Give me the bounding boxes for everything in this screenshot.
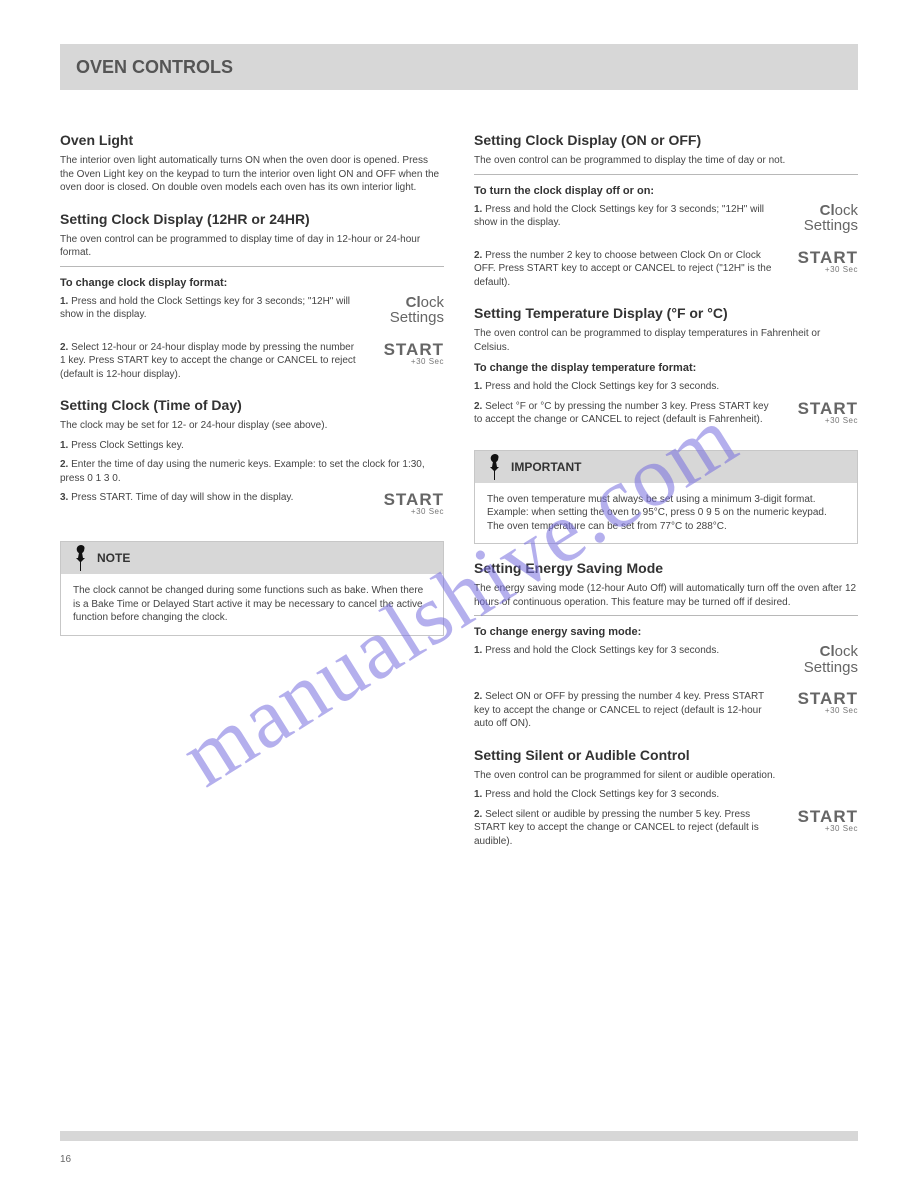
plus30-label: +30 Sec bbox=[798, 707, 858, 715]
page-number: 16 bbox=[60, 1154, 71, 1165]
heading-clock-display-12-24: Setting Clock Display (12HR or 24HR) bbox=[60, 211, 444, 227]
para: The oven control can be programmed to di… bbox=[60, 233, 444, 260]
clock-settings-label: ClockSettings bbox=[804, 644, 858, 676]
start-label: START bbox=[798, 249, 858, 266]
plus30-label: +30 Sec bbox=[798, 266, 858, 274]
subheading: To change energy saving mode: bbox=[474, 626, 858, 638]
subheading: To change clock display format: bbox=[60, 277, 444, 289]
note-body: The oven temperature must always be set … bbox=[475, 483, 857, 544]
heading-oven-light: Oven Light bbox=[60, 132, 444, 148]
start-label: START bbox=[384, 341, 444, 358]
step: 1. Press and hold the Clock Settings key… bbox=[474, 380, 858, 394]
clock-settings-label: ClockSettings bbox=[390, 295, 444, 327]
page: OVEN CONTROLS Oven Light The interior ov… bbox=[60, 44, 858, 854]
plus30-label: +30 Sec bbox=[384, 358, 444, 366]
step-3: START +30 Sec 3. Press START. Time of da… bbox=[60, 491, 444, 531]
plus30-label: +30 Sec bbox=[798, 417, 858, 425]
step-1: ClockSettings 1. Press and hold the Cloc… bbox=[60, 295, 444, 335]
para: The energy saving mode (12-hour Auto Off… bbox=[474, 582, 858, 609]
heading-clock-on-off: Setting Clock Display (ON or OFF) bbox=[474, 132, 858, 148]
start-label: START bbox=[798, 690, 858, 707]
divider bbox=[474, 615, 858, 616]
step: START +30 Sec 2. Press the number 2 key … bbox=[474, 249, 858, 290]
para: The oven control can be programmed for s… bbox=[474, 769, 858, 783]
plus30-label: +30 Sec bbox=[384, 508, 444, 516]
para: The oven control can be programmed to di… bbox=[474, 154, 858, 168]
para: The clock may be set for 12- or 24-hour … bbox=[60, 419, 444, 433]
footer-bar bbox=[60, 1131, 858, 1141]
heading-set-clock: Setting Clock (Time of Day) bbox=[60, 397, 444, 413]
plus30-label: +30 Sec bbox=[798, 825, 858, 833]
note-box: NOTE The clock cannot be changed during … bbox=[60, 541, 444, 636]
important-box: IMPORTANT The oven temperature must alwa… bbox=[474, 450, 858, 545]
heading-silent-audible: Setting Silent or Audible Control bbox=[474, 747, 858, 763]
note-body: The clock cannot be changed during some … bbox=[61, 574, 443, 635]
clock-settings-label: ClockSettings bbox=[804, 203, 858, 235]
divider bbox=[60, 266, 444, 267]
title-bar: OVEN CONTROLS bbox=[60, 44, 858, 90]
step: ClockSettings 1. Press and hold the Cloc… bbox=[474, 644, 858, 684]
start-label: START bbox=[798, 808, 858, 825]
step-2: START +30 Sec 2. Select 12-hour or 24-ho… bbox=[60, 341, 444, 382]
step: 1. Press and hold the Clock Settings key… bbox=[474, 788, 858, 802]
subheading: To change the display temperature format… bbox=[474, 362, 858, 374]
start-label: START bbox=[384, 491, 444, 508]
step: 1. Press Clock Settings key. bbox=[60, 439, 444, 453]
right-column: Setting Clock Display (ON or OFF) The ov… bbox=[474, 116, 858, 854]
step: ClockSettings 1. Press and hold the Cloc… bbox=[474, 203, 858, 243]
heading-energy-saving: Setting Energy Saving Mode bbox=[474, 560, 858, 576]
step: 2. Enter the time of day using the numer… bbox=[60, 458, 444, 485]
heading-temp-display: Setting Temperature Display (°F or °C) bbox=[474, 305, 858, 321]
left-column: Oven Light The interior oven light autom… bbox=[60, 116, 444, 854]
start-label: START bbox=[798, 400, 858, 417]
step: START +30 Sec 2. Select silent or audibl… bbox=[474, 808, 858, 849]
step: START +30 Sec 2. Select ON or OFF by pre… bbox=[474, 690, 858, 731]
para: The oven control can be programmed to di… bbox=[474, 327, 858, 354]
note-head: NOTE bbox=[61, 542, 443, 574]
pin-icon bbox=[487, 454, 503, 492]
step: START +30 Sec 2. Select °F or °C by pres… bbox=[474, 400, 858, 440]
para: The interior oven light automatically tu… bbox=[60, 154, 444, 195]
subheading: To turn the clock display off or on: bbox=[474, 185, 858, 197]
divider bbox=[474, 174, 858, 175]
note-head: IMPORTANT bbox=[475, 451, 857, 483]
pin-icon bbox=[73, 545, 89, 583]
